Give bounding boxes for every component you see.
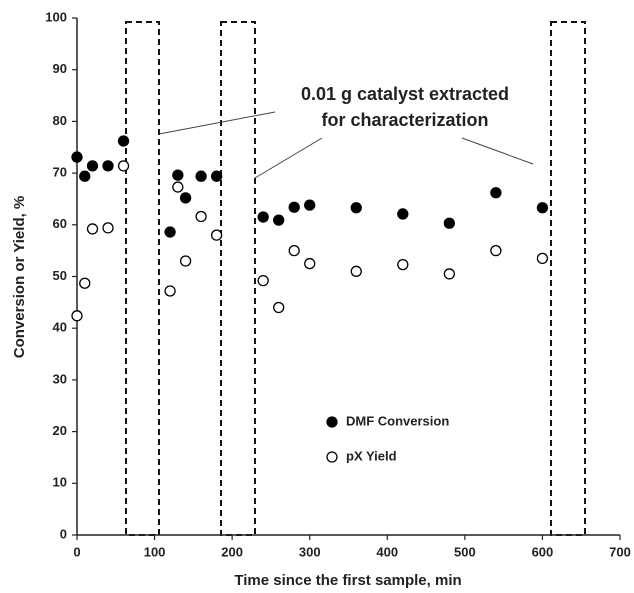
x-tick-label: 100 (144, 544, 166, 559)
data-point (210, 229, 223, 241)
legend-label: DMF Conversion (346, 413, 449, 428)
leader-line (461, 137, 534, 165)
y-tick-label: 20 (53, 423, 67, 438)
data-point (288, 201, 300, 213)
legend-marker (326, 416, 338, 428)
data-point (102, 222, 114, 234)
data-point (172, 169, 184, 181)
y-tick-label: 0 (60, 526, 67, 541)
data-point (71, 151, 83, 163)
extraction-box (550, 21, 586, 536)
data-point (79, 170, 91, 182)
data-point (164, 285, 176, 297)
data-point (79, 277, 91, 289)
data-point (257, 274, 269, 287)
data-point (117, 135, 130, 147)
data-point (179, 255, 192, 267)
data-point (536, 202, 549, 214)
x-tick-label: 600 (532, 544, 554, 559)
data-point (117, 160, 130, 172)
data-point (443, 217, 455, 229)
legend-marker (326, 451, 338, 463)
leader-line (158, 111, 276, 135)
y-tick-label: 90 (53, 61, 67, 76)
extraction-box (220, 21, 256, 536)
x-tick-label: 400 (376, 544, 398, 559)
data-point (304, 257, 316, 270)
data-point (102, 160, 114, 172)
data-point (86, 160, 99, 172)
legend-label: pX Yield (346, 448, 397, 463)
data-point (304, 199, 316, 211)
data-point (210, 170, 223, 182)
x-tick-label: 0 (73, 544, 80, 559)
data-point (71, 310, 83, 322)
data-point (350, 202, 362, 214)
x-tick-label: 300 (299, 544, 321, 559)
y-tick-label: 40 (53, 320, 67, 335)
annotation: 0.01 g catalyst extracted (301, 84, 509, 104)
y-tick-label: 30 (53, 371, 67, 386)
data-point (195, 170, 207, 182)
annotation: for characterization (321, 110, 488, 130)
data-point (443, 268, 455, 280)
data-point (288, 244, 300, 257)
extraction-box (125, 21, 160, 536)
data-point (164, 226, 176, 238)
x-tick-label: 700 (609, 544, 631, 559)
data-point (490, 244, 502, 257)
data-point (257, 211, 269, 223)
data-point (350, 265, 362, 277)
data-point (490, 187, 502, 199)
leader-line (254, 137, 323, 179)
y-tick-label: 50 (53, 268, 67, 283)
data-point (172, 181, 184, 193)
y-tick-label: 60 (53, 216, 67, 231)
data-point (536, 252, 549, 265)
y-tick-label: 100 (45, 9, 67, 24)
y-axis-title: Conversion or Yield, % (11, 196, 28, 359)
x-axis-title: Time since the first sample, min (234, 572, 461, 589)
x-tick-label: 500 (454, 544, 476, 559)
data-point (179, 192, 192, 204)
data-point (397, 258, 409, 271)
y-tick-label: 10 (53, 475, 67, 490)
y-tick-label: 70 (53, 165, 67, 180)
data-point (273, 301, 285, 314)
data-point (86, 223, 99, 235)
data-point (273, 214, 285, 226)
y-tick-label: 80 (53, 113, 67, 128)
data-point (195, 210, 207, 223)
x-tick-label: 200 (221, 544, 243, 559)
data-point (397, 208, 409, 220)
